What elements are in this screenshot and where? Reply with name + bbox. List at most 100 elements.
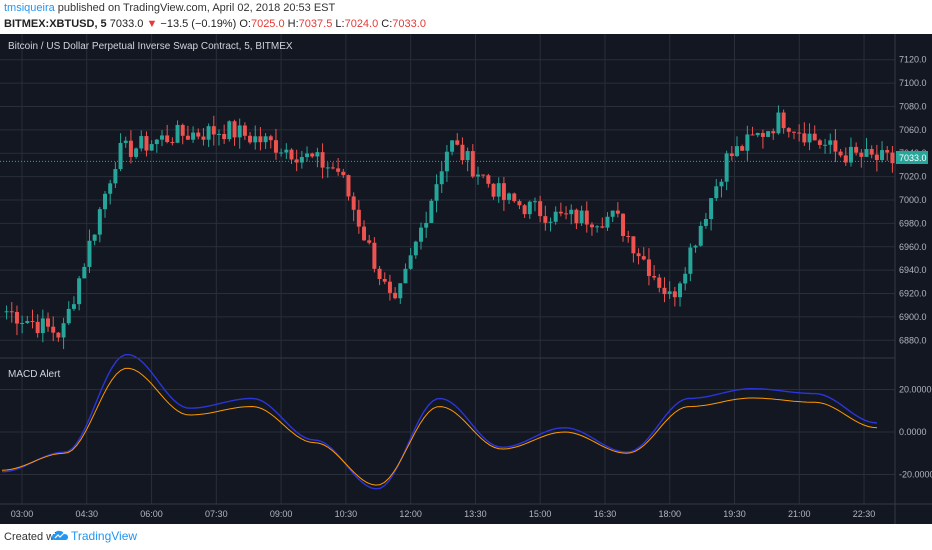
candle [455,140,460,145]
macd-line [1,367,878,486]
candle [610,210,615,217]
candle [87,240,92,267]
candle [512,193,517,202]
candle [584,210,589,225]
candle [201,136,206,140]
main-pane-title: Bitcoin / US Dollar Perpetual Inverse Sw… [8,41,293,52]
candle [486,175,491,184]
candle [284,149,289,153]
candle [869,149,874,155]
candle [367,240,372,243]
candle [615,210,620,214]
time-axis[interactable]: 03:00 04:30 06:00 07:30 09:00 10:30 12:00 13:30… [11,509,876,519]
price-tick: 6940.0 [899,265,927,275]
price-tick: 7000.0 [899,195,927,205]
candle [362,226,367,241]
macd-tick: -20.0000 [899,470,932,480]
candle [263,136,268,143]
time-tick: 21:00 [788,509,811,519]
tradingview-brand[interactable]: TradingView [52,529,137,543]
candles-layer [0,105,895,350]
candle [206,126,211,140]
candle [351,196,356,210]
open-value: 7025.0 [250,18,285,30]
macd-axis[interactable]: 20.0000 0.0000 -20.0000 [899,385,932,480]
candle [4,311,9,313]
footer: Created with TradingView [0,524,932,550]
candle [294,159,299,163]
candle [755,132,760,136]
candle [139,136,144,149]
candle [40,318,45,334]
candle [439,171,444,185]
candle [35,321,40,334]
candle [128,140,133,157]
candle [709,198,714,219]
candle [569,209,574,215]
candle [248,135,253,143]
candle [382,278,387,282]
candle [859,152,864,157]
time-tick: 15:00 [529,509,552,519]
high-value: 7037.5 [298,18,333,30]
candle [185,135,190,140]
indicator-title: MACD Alert [8,369,60,380]
candle [46,318,51,327]
candle [393,292,398,299]
price-tick: 6880.0 [899,335,927,345]
time-tick: 03:00 [11,509,34,519]
time-tick: 10:30 [335,509,358,519]
chart-area[interactable]: Bitcoin / US Dollar Perpetual Inverse Sw… [0,34,932,524]
chart-svg[interactable]: Bitcoin / US Dollar Perpetual Inverse Sw… [0,34,932,524]
candle [605,216,610,228]
candle [273,140,278,153]
candle [828,140,833,145]
candle [237,125,242,138]
time-tick: 12:00 [399,509,422,519]
candle [698,225,703,246]
time-tick: 22:30 [853,509,876,519]
tradingview-cloud-icon [52,530,68,540]
candle [118,142,123,170]
candle [315,152,320,157]
price-badge [896,151,928,164]
candle [693,245,698,248]
candle [279,152,284,154]
candle [760,132,765,137]
candle [667,291,672,295]
candle [222,133,227,140]
candle [662,287,667,295]
candle [330,167,335,169]
candle [729,153,734,157]
signal-line [1,354,878,490]
candle [766,131,771,137]
time-tick: 07:30 [205,509,228,519]
symbol-ohlc-line: BITMEX:XBTUSD, 5 7033.0 ▼ −13.5 (−0.19%)… [4,18,426,30]
candle [444,151,449,172]
candle [517,201,522,206]
candle [843,155,848,163]
close-label: C: [381,18,393,30]
candle [781,112,786,129]
price-tick: 6980.0 [899,218,927,228]
candle [527,201,532,215]
price-tick: 7100.0 [899,78,927,88]
candle [719,181,724,187]
close-value: 7033.0 [392,18,426,30]
candle [413,241,418,256]
macd-tick: 0.0000 [899,427,927,437]
price-axis[interactable]: 7120.07100.07080.07060.07040.07020.07000… [899,55,927,346]
candle [113,169,118,184]
candle [807,133,812,143]
candle [71,304,76,309]
publisher-line: tmsiqueira published on TradingView.com,… [4,2,335,14]
candle [154,139,159,145]
publisher-username[interactable]: tmsiqueira [4,2,55,14]
price-tick: 7080.0 [899,101,927,111]
down-arrow-icon: ▼ [146,18,158,30]
candle [522,205,527,215]
candle [491,183,496,197]
candle [465,151,470,161]
candle [403,268,408,284]
candle [574,209,579,224]
